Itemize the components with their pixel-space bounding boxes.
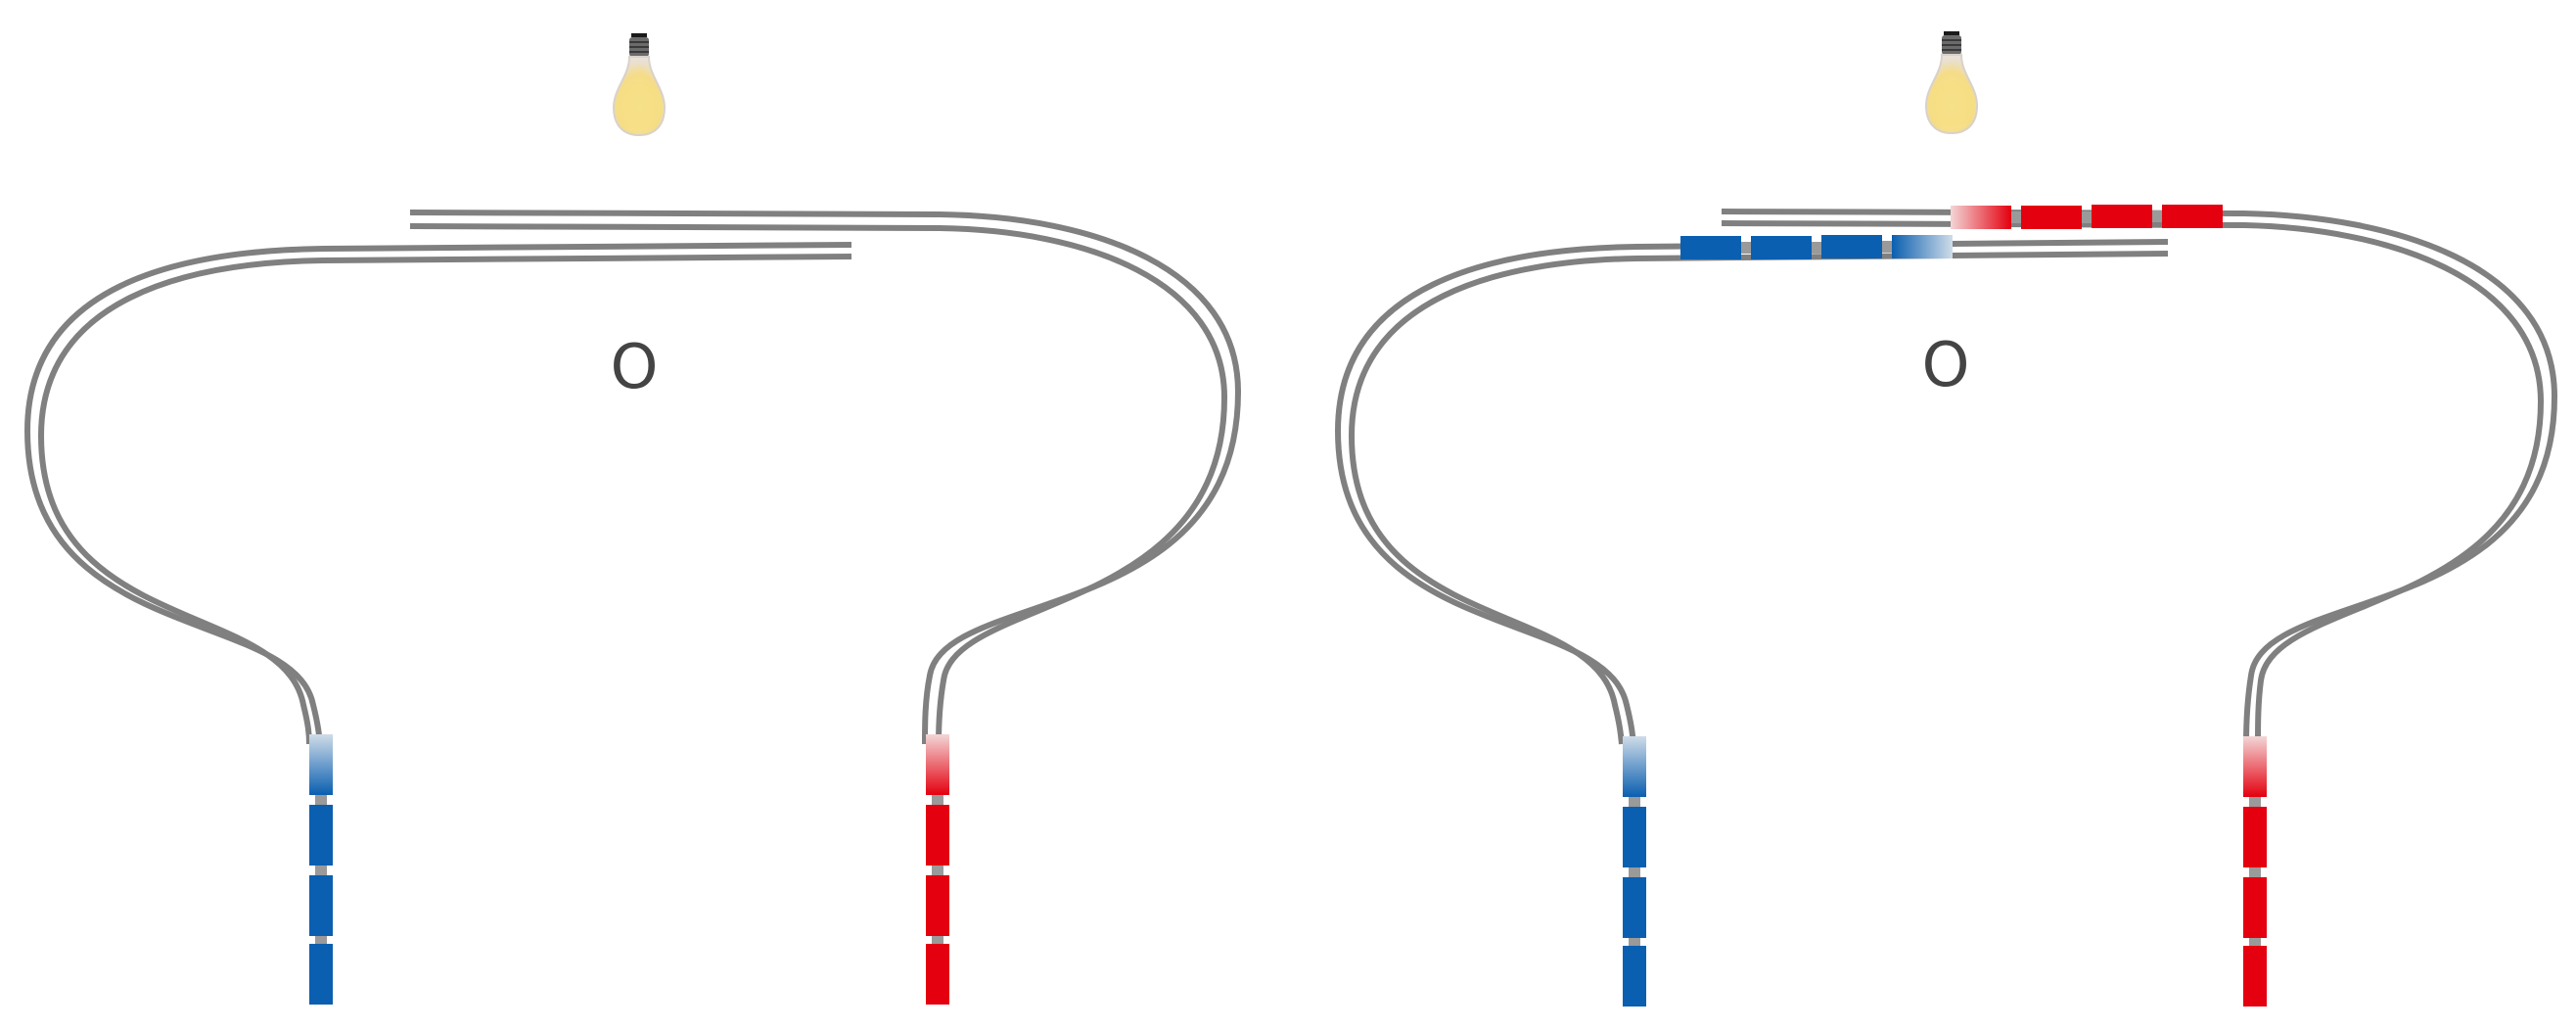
red-car [926,944,949,1005]
track-left [27,212,1238,744]
red-car [2243,877,2267,938]
blue-car [1751,236,1812,259]
red-car [2092,205,2152,228]
blue-car [309,944,333,1005]
blue-car [1623,877,1646,938]
panel-left: O [27,33,1238,1005]
red-car [2162,205,2223,228]
blue-car [1623,807,1646,867]
lightbulb-icon [612,33,667,137]
red-car-front [1951,206,2011,229]
blue-car [309,805,333,866]
blue-train-right [1680,235,1953,259]
red-car [2021,206,2082,229]
blue-car-front [1892,235,1953,258]
red-train-right [1951,205,2223,229]
red-car [926,875,949,936]
red-cars-parked-right [2243,736,2267,1007]
blue-car [309,875,333,936]
blue-car [1623,946,1646,1007]
panel-right: O [1338,31,2554,1007]
panel-right-label: O [1922,329,1970,400]
lightbulb-icon [1924,31,1979,135]
blue-car-front [309,734,333,795]
red-car [926,805,949,866]
blue-car [1821,235,1882,258]
red-car [2243,807,2267,867]
red-car [2243,946,2267,1007]
red-car-front [926,734,949,795]
track-right [1338,211,2554,744]
panel-left-label: O [611,331,659,402]
red-train-left [926,734,949,1005]
red-car-front [2243,736,2267,797]
blue-car [1680,236,1741,259]
blue-train-left [309,734,333,1005]
blue-car-front [1623,736,1646,797]
blue-cars-parked-right [1623,736,1646,1007]
